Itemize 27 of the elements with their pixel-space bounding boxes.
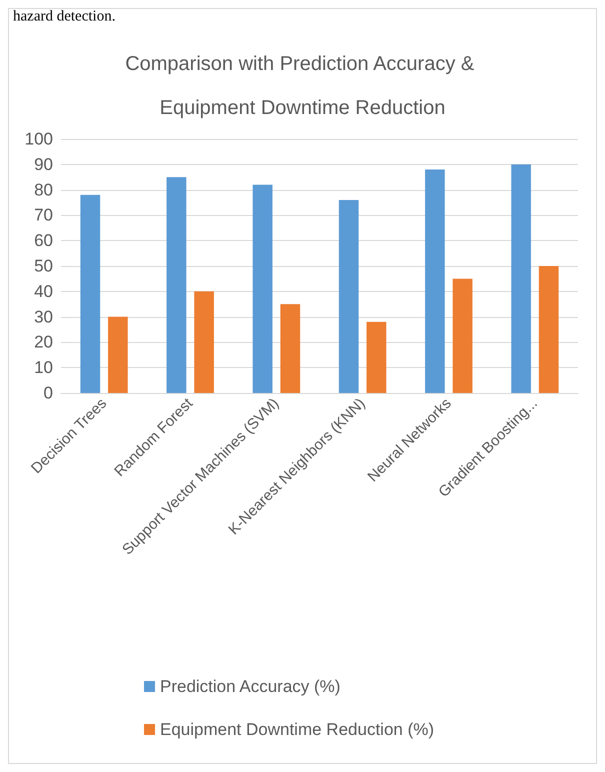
y-tick-label: 80 xyxy=(34,180,53,200)
bar xyxy=(80,194,100,393)
y-tick-label: 0 xyxy=(44,384,53,402)
legend-label: Prediction Accuracy (%) xyxy=(160,677,340,696)
y-tick-label: 30 xyxy=(34,307,53,326)
y-tick-label: 40 xyxy=(34,282,53,301)
chart-title: Comparison with Prediction Accuracy & Equipment Downtime Reduction xyxy=(125,53,480,119)
y-tick-label: 10 xyxy=(34,358,53,378)
bar xyxy=(194,291,214,393)
text: hazard detection. xyxy=(13,8,116,24)
bar xyxy=(280,304,300,393)
bar xyxy=(252,184,272,393)
y-tick-label: 100 xyxy=(24,130,53,148)
bar xyxy=(166,177,186,393)
bar xyxy=(538,266,559,393)
y-tick-label: 20 xyxy=(34,332,53,352)
y-tick-label: 50 xyxy=(34,256,53,276)
bar xyxy=(452,278,472,393)
bar xyxy=(366,322,386,393)
y-tick-label: 90 xyxy=(34,154,53,174)
y-tick-label: 70 xyxy=(34,206,53,225)
bar xyxy=(108,316,128,393)
y-tick-label: 60 xyxy=(34,231,53,250)
bar xyxy=(338,200,359,393)
bar xyxy=(425,169,445,393)
legend-label: Equipment Downtime Reduction (%) xyxy=(160,720,434,739)
bar xyxy=(511,164,531,393)
